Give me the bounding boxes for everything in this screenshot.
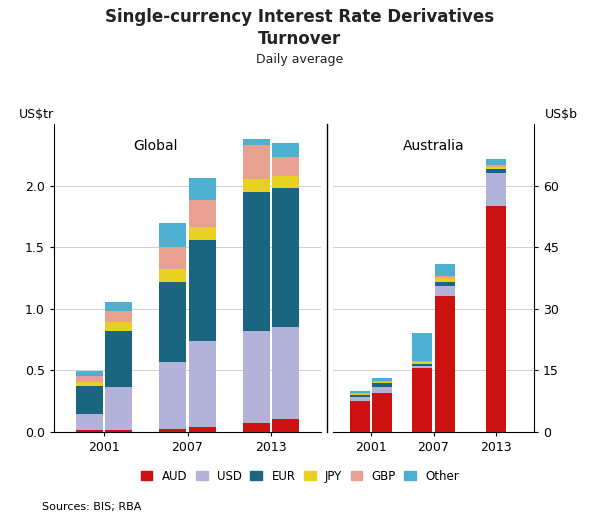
Bar (76, 386, 103, 415)
Bar (350, 391, 370, 393)
Bar (412, 368, 433, 432)
Bar (412, 362, 433, 364)
Bar (412, 361, 433, 362)
Bar (160, 429, 186, 432)
Text: Turnover: Turnover (259, 30, 341, 48)
Bar (272, 188, 299, 327)
Bar (371, 393, 392, 432)
Bar (160, 282, 186, 361)
Bar (434, 264, 455, 276)
Text: US$b: US$b (545, 108, 578, 121)
Bar (350, 393, 370, 395)
Text: Global: Global (133, 140, 178, 154)
Bar (189, 227, 215, 240)
Bar (76, 383, 103, 386)
Bar (350, 395, 370, 397)
Bar (272, 419, 299, 432)
Legend: AUD, USD, EUR, JPY, GBP, Other: AUD, USD, EUR, JPY, GBP, Other (140, 469, 460, 483)
Bar (106, 431, 132, 432)
Bar (243, 145, 269, 179)
Bar (272, 143, 299, 157)
Bar (486, 165, 506, 167)
Bar (272, 176, 299, 188)
Bar (486, 159, 506, 165)
Bar (412, 333, 433, 361)
Bar (106, 322, 132, 331)
Bar (434, 278, 455, 282)
Text: Australia: Australia (403, 140, 464, 154)
Bar (486, 167, 506, 169)
Bar (486, 169, 506, 173)
Bar (371, 383, 392, 387)
Bar (76, 415, 103, 431)
Bar (189, 427, 215, 432)
Bar (371, 387, 392, 393)
Bar (371, 381, 392, 382)
Bar (371, 378, 392, 381)
Text: Sources: BIS; RBA: Sources: BIS; RBA (42, 502, 142, 512)
Bar (106, 311, 132, 322)
Bar (486, 206, 506, 432)
Bar (189, 201, 215, 227)
Bar (76, 431, 103, 432)
Bar (412, 366, 433, 368)
Bar (106, 331, 132, 387)
Bar (350, 401, 370, 432)
Bar (106, 302, 132, 311)
Bar (189, 178, 215, 201)
Bar (160, 222, 186, 247)
Bar (243, 192, 269, 331)
Text: Single-currency Interest Rate Derivatives: Single-currency Interest Rate Derivative… (106, 8, 494, 26)
Bar (189, 240, 215, 341)
Bar (76, 371, 103, 376)
Bar (434, 282, 455, 286)
Bar (243, 179, 269, 192)
Bar (243, 139, 269, 145)
Bar (434, 276, 455, 278)
Bar (243, 423, 269, 432)
Text: US$tr: US$tr (19, 108, 55, 121)
Bar (371, 382, 392, 383)
Bar (272, 157, 299, 176)
Bar (486, 173, 506, 206)
Text: Daily average: Daily average (256, 53, 344, 66)
Bar (434, 286, 455, 296)
Bar (243, 331, 269, 423)
Bar (106, 387, 132, 431)
Bar (160, 247, 186, 269)
Bar (189, 341, 215, 427)
Bar (350, 397, 370, 401)
Bar (434, 296, 455, 432)
Bar (160, 361, 186, 429)
Bar (160, 269, 186, 282)
Bar (76, 376, 103, 383)
Bar (412, 364, 433, 366)
Bar (272, 327, 299, 419)
